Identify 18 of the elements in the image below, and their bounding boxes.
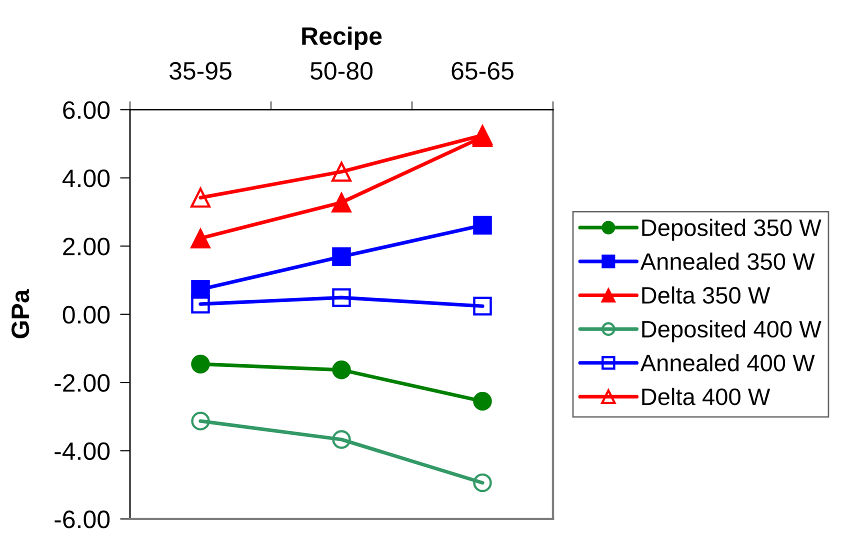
legend-label: Annealed 350 W (640, 252, 815, 270)
y-tick-label: 6.00 (63, 101, 110, 119)
legend-label: Annealed 400 W (640, 354, 815, 372)
legend-label: Delta 350 W (642, 286, 770, 304)
legend-label: Delta 400 W (642, 388, 770, 406)
y-axis-title: GPa (11, 289, 30, 338)
y-tick-label: 4.00 (62, 169, 110, 188)
x-axis-title: Recipe (302, 26, 382, 50)
legend-label: Deposited 400 W (642, 320, 822, 342)
x-tick-label: 50-80 (310, 62, 372, 80)
y-tick-label: -6.00 (54, 510, 110, 528)
x-tick-label: 35-95 (169, 62, 232, 80)
y-tick-label: 2.00 (63, 238, 110, 256)
y-tick-label: -2.00 (54, 374, 110, 392)
x-tick-label: 65-65 (452, 62, 514, 80)
y-tick-label: -4.00 (54, 442, 110, 460)
y-tick-label: 0.00 (62, 306, 110, 324)
legend-label: Deposited 350 W (642, 218, 822, 241)
